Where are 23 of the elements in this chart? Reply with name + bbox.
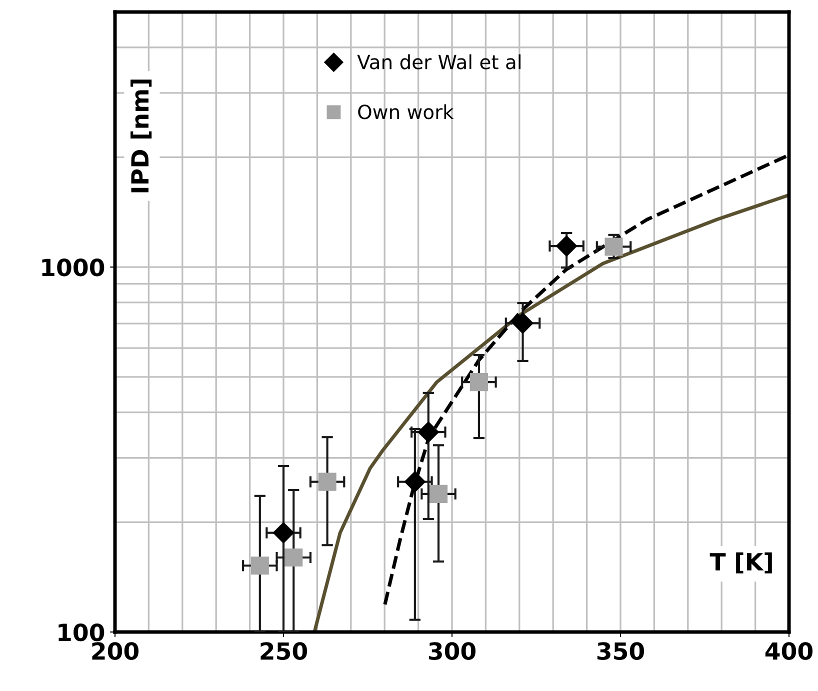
y-axis-title: IPD [nm] <box>130 80 152 192</box>
legend-label: Van der Wal et al <box>357 54 520 70</box>
line-series <box>313 193 789 632</box>
x-tick-label: 250 <box>260 642 308 660</box>
point <box>556 236 578 257</box>
point <box>404 471 426 492</box>
point <box>318 472 336 491</box>
point <box>272 522 294 544</box>
y-tick-label: 100 <box>58 623 104 642</box>
x-tick-label: 400 <box>765 642 813 660</box>
x-tick-label: 200 <box>92 642 139 660</box>
legend-label: Own work <box>358 104 454 120</box>
point <box>418 422 439 443</box>
point <box>250 556 269 575</box>
y-tick-label: 1000 <box>42 258 104 276</box>
x-tick-label: 350 <box>597 642 644 660</box>
x-tick-label: 300 <box>428 642 476 660</box>
point <box>604 238 623 256</box>
x-axis-title: T [K] <box>710 552 772 574</box>
point <box>512 312 534 334</box>
point <box>284 548 303 567</box>
point <box>470 373 488 392</box>
point <box>429 484 448 503</box>
